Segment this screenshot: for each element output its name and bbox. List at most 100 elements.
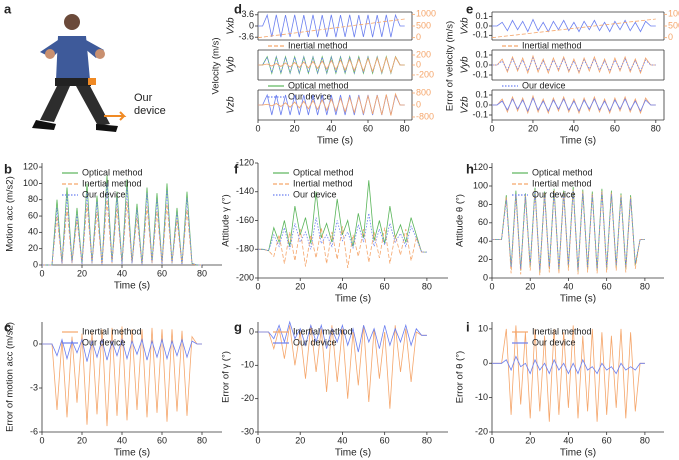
y-tick-label: -180 <box>236 244 254 254</box>
series-line <box>42 326 202 427</box>
subplot-y-label: Vyb <box>226 56 237 73</box>
x-tick-label: 0 <box>255 281 260 291</box>
y-axis-label: Velocity (m/s) <box>211 37 222 94</box>
legend-label: Our device <box>288 91 332 101</box>
y-tick-label: -0.1 <box>472 30 488 40</box>
legend-label: Our device <box>293 189 337 199</box>
y2-tick-label: 200 <box>416 49 431 59</box>
y-tick-label: 0 <box>483 272 488 282</box>
y2-tick-label: 0 <box>416 99 421 109</box>
series-line <box>492 96 656 113</box>
series-line <box>257 18 405 39</box>
x-tick-label: 40 <box>563 281 573 291</box>
panel-label: f <box>234 161 239 176</box>
x-axis-label: Time (s) <box>560 294 596 305</box>
y-tick-label: -140 <box>236 186 254 196</box>
x-axis-label: Time (s) <box>560 136 596 147</box>
x-tick-label: 0 <box>39 435 44 445</box>
y-tick-label: -3 <box>30 382 38 392</box>
y-axis-label: Attitude γ (°) <box>221 194 232 246</box>
y-tick-label: 10 <box>478 323 488 333</box>
x-tick-label: 80 <box>422 281 432 291</box>
x-tick-label: 80 <box>651 123 661 133</box>
legend-label: Inertial method <box>82 326 142 336</box>
y-tick-label: 40 <box>478 236 488 246</box>
legend-label: Inertial method <box>532 326 592 336</box>
y2-tick-label: 800 <box>416 87 431 97</box>
y-tick-label: 0 <box>33 338 38 348</box>
y-tick-label: -20 <box>241 393 254 403</box>
y-tick-label: -3.6 <box>238 32 254 42</box>
series-line <box>491 18 656 39</box>
panel-label: g <box>234 319 242 334</box>
series-line <box>42 183 202 266</box>
series-line <box>492 56 656 73</box>
y2-tick-label: 0 <box>668 32 673 42</box>
series-line <box>258 13 405 38</box>
panel-label: d <box>234 1 242 16</box>
x-tick-label: 0 <box>489 281 494 291</box>
x-axis-label: Time (s) <box>335 448 371 459</box>
x-tick-label: 0 <box>489 123 494 133</box>
panel-label: i <box>466 319 470 334</box>
y-tick-label: 100 <box>23 178 38 188</box>
y-tick-label: 0.0 <box>475 20 488 30</box>
y-tick-label: 60 <box>28 210 38 220</box>
x-tick-label: 20 <box>77 268 87 278</box>
y-tick-label: 0.0 <box>475 59 488 69</box>
x-axis-label: Time (s) <box>317 136 353 147</box>
y2-tick-label: 0 <box>416 32 421 42</box>
y-tick-label: 0 <box>249 326 254 336</box>
legend-label: Our device <box>293 337 337 347</box>
y-tick-label: 20 <box>478 254 488 264</box>
y-tick-label: -10 <box>241 360 254 370</box>
x-tick-label: 0 <box>255 435 260 445</box>
y-tick-label: -6 <box>30 426 38 436</box>
y-tick-label: 100 <box>473 180 488 190</box>
series-line <box>492 186 645 273</box>
y-tick-label: 0.1 <box>475 11 488 21</box>
y-tick-label: -0.1 <box>472 109 488 119</box>
y-tick-label: -10 <box>475 392 488 402</box>
legend-label: Optical method <box>532 167 593 177</box>
series-line <box>258 92 405 116</box>
x-tick-label: 20 <box>290 123 300 133</box>
y-tick-label: 0.1 <box>475 49 488 59</box>
panel-label: b <box>4 161 12 176</box>
y2-tick-label: -800 <box>416 111 434 121</box>
y-tick-label: -200 <box>236 272 254 282</box>
panel-label: a <box>4 1 12 16</box>
x-tick-label: 40 <box>117 268 127 278</box>
x-axis-label: Time (s) <box>114 448 150 459</box>
series-line <box>258 55 405 74</box>
y2-tick-label: 1000 <box>416 9 436 19</box>
person-photo <box>32 14 127 132</box>
panel-label: e <box>466 1 473 16</box>
y-tick-label: 40 <box>28 227 38 237</box>
y-tick-label: -160 <box>236 215 254 225</box>
y-tick-label: 20 <box>28 243 38 253</box>
y2-tick-label: 1000 <box>668 9 679 19</box>
x-tick-label: 60 <box>380 435 390 445</box>
legend-label: Our device <box>82 337 126 347</box>
x-tick-label: 40 <box>337 281 347 291</box>
y2-tick-label: -200 <box>416 69 434 79</box>
x-tick-label: 60 <box>602 435 612 445</box>
y-axis-label: Error of motion acc (m/s2) <box>5 322 16 432</box>
x-tick-label: 0 <box>489 435 494 445</box>
x-axis-label: Time (s) <box>114 281 150 292</box>
legend-label: Optical method <box>288 80 349 90</box>
legend-label: Inertial method <box>82 178 142 188</box>
y-tick-label: 0.0 <box>475 99 488 109</box>
x-tick-label: 20 <box>295 281 305 291</box>
y-tick-label: 0 <box>249 20 254 30</box>
y-tick-label: 0.1 <box>475 89 488 99</box>
series-line <box>258 320 427 353</box>
x-axis-label: Time (s) <box>560 448 596 459</box>
x-tick-label: 60 <box>157 435 167 445</box>
series-line <box>492 190 645 270</box>
x-tick-label: 80 <box>640 281 650 291</box>
x-tick-label: 80 <box>400 123 410 133</box>
legend-label: Our device <box>82 189 126 199</box>
